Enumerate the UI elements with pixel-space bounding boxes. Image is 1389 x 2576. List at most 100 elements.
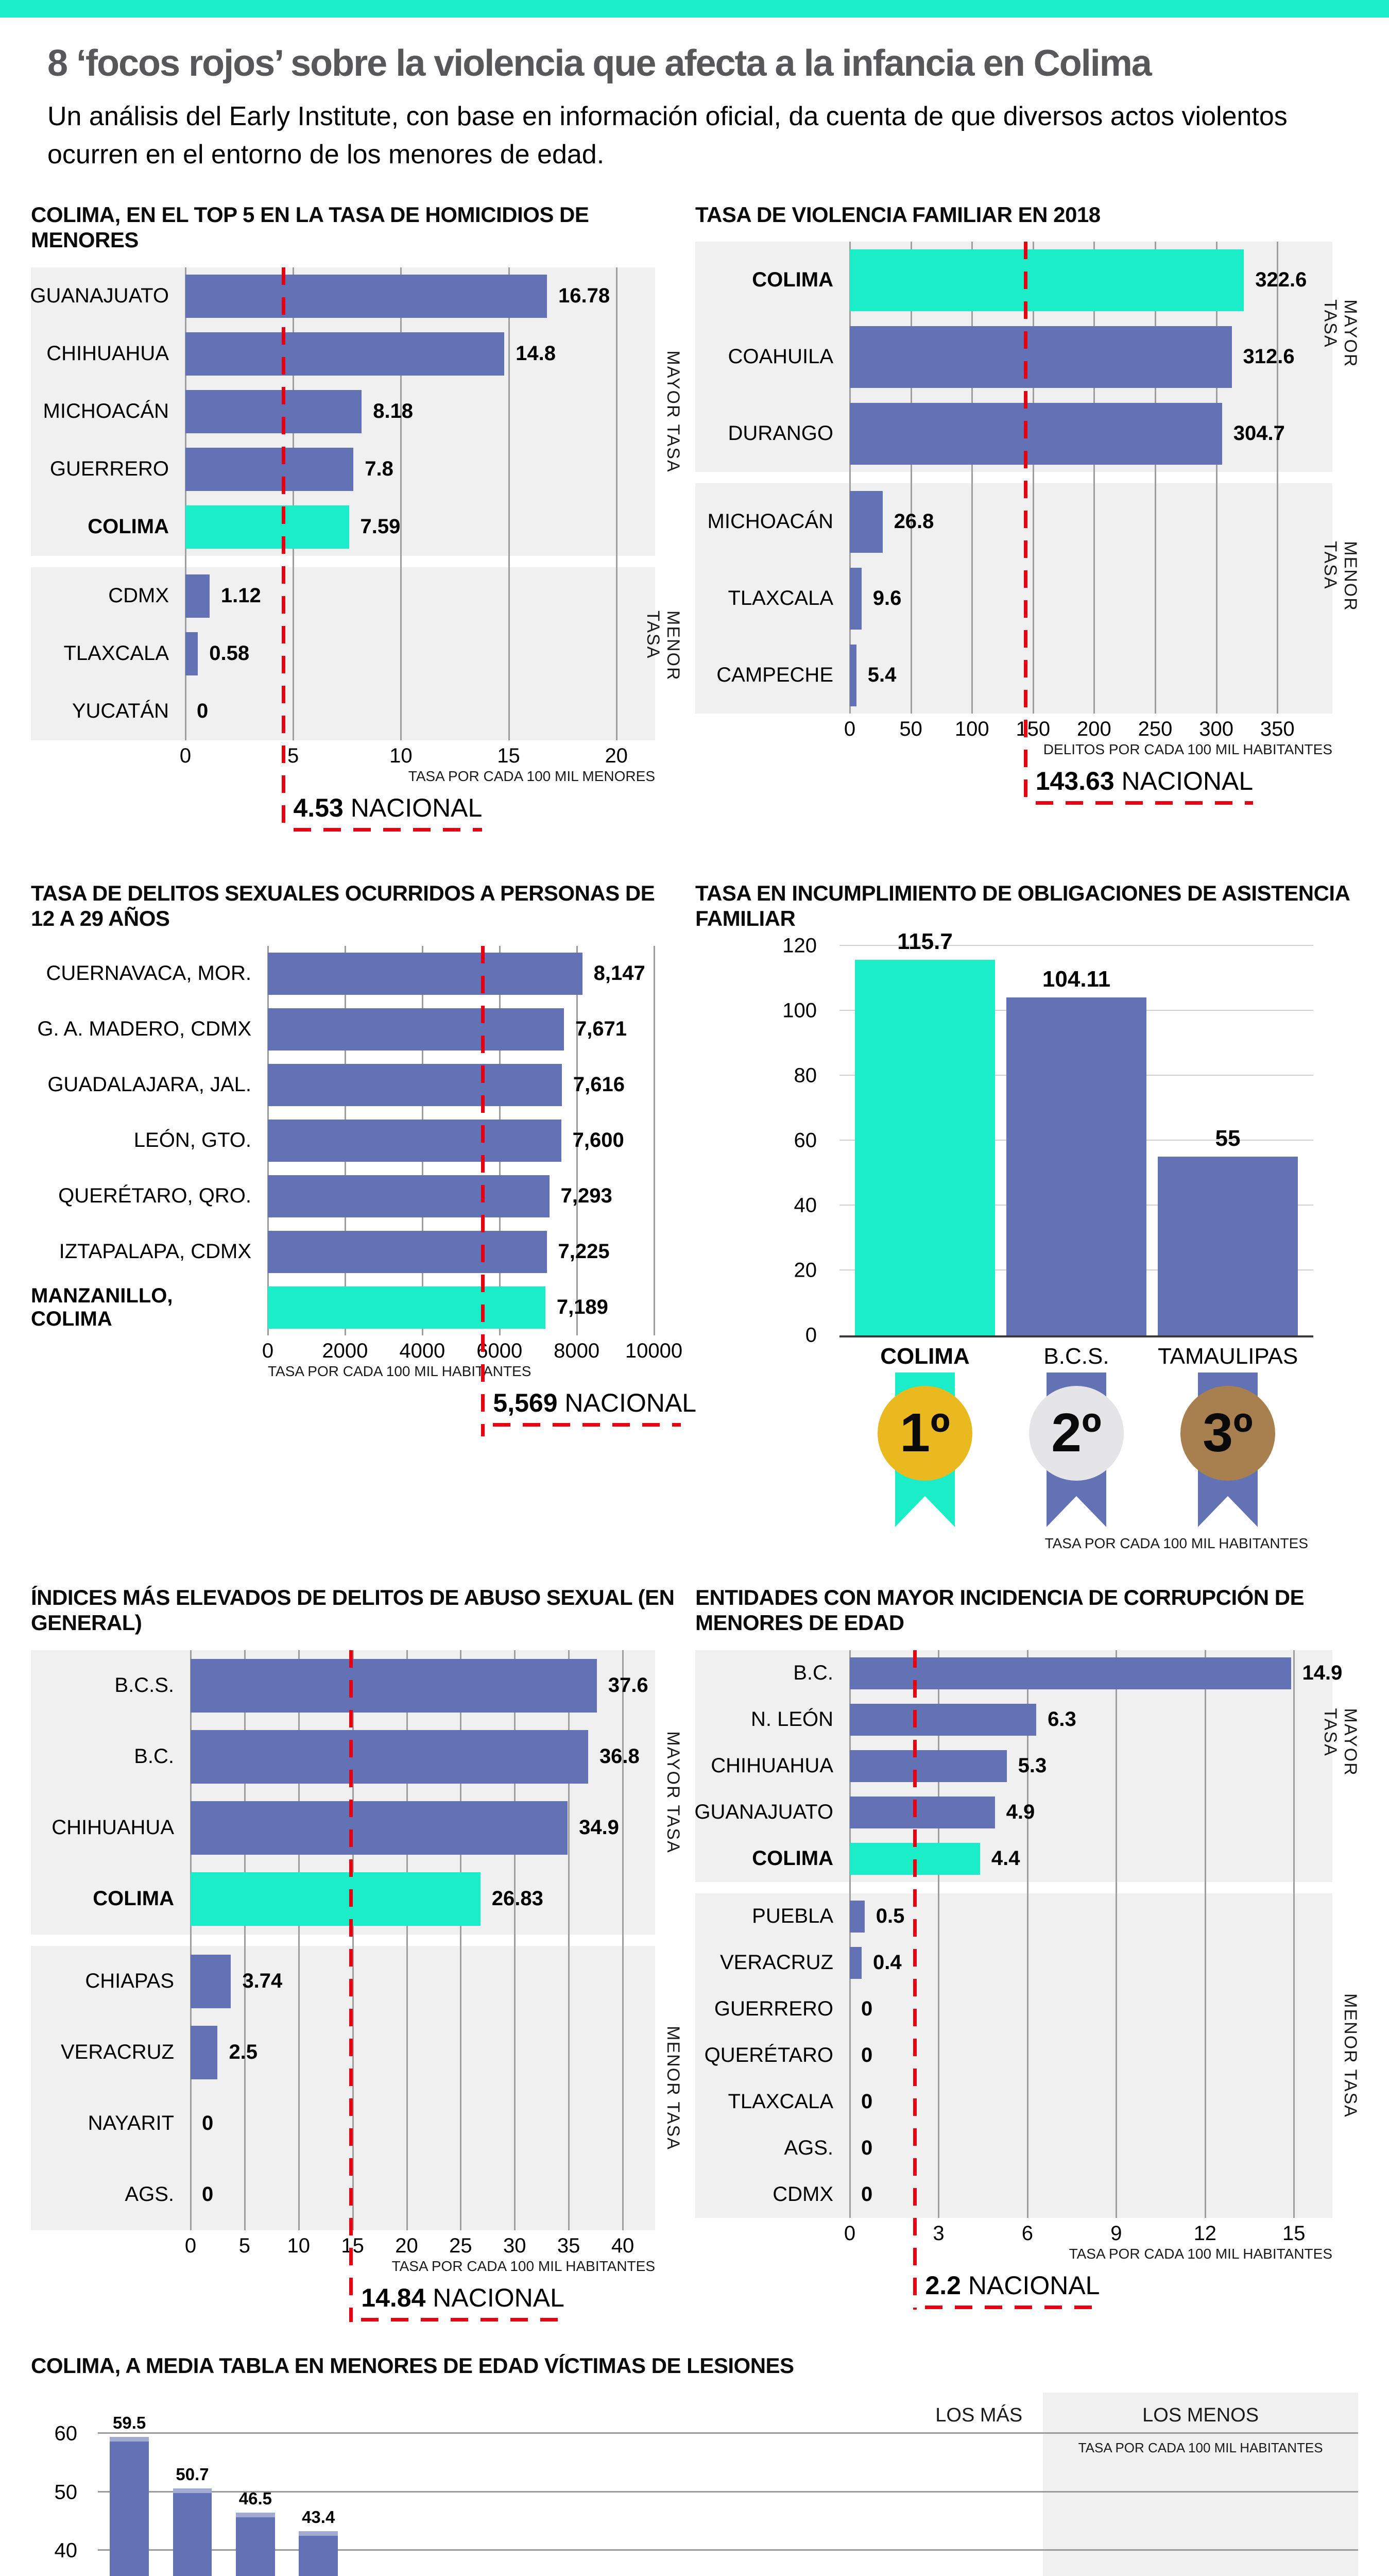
bar <box>191 1730 588 1784</box>
medal-circle: 1º <box>878 1385 972 1481</box>
medal-circle: 2º <box>1029 1385 1124 1481</box>
value-label: 0 <box>861 2183 873 2206</box>
category-label: TLAXCALA <box>63 642 169 665</box>
bar-highlight <box>191 1872 481 1926</box>
national-dash <box>925 2305 1100 2309</box>
bar <box>268 952 582 995</box>
axis-caption: TASA POR CADA 100 MIL MENORES <box>408 768 655 784</box>
tick-label: 20 <box>605 744 628 767</box>
bar <box>1006 997 1146 1335</box>
category-label: COLIMA <box>752 268 833 292</box>
value-label: 0.5 <box>876 1905 905 1928</box>
chart-asistencia-familiar: TASA EN INCUMPLIMIENTO DE OBLIGACIONES D… <box>695 880 1358 1552</box>
national-label: 5,569 NACIONAL <box>483 1388 696 1427</box>
bar-highlight <box>268 1286 545 1329</box>
tick-label: 60 <box>794 1129 817 1152</box>
bar <box>185 632 198 675</box>
bar <box>185 447 354 491</box>
medal-3º: 3º <box>1158 1372 1298 1527</box>
tick-label: 6000 <box>476 1339 523 1362</box>
value-label: 7,600 <box>572 1129 624 1152</box>
tick-label: 100 <box>782 999 817 1022</box>
bar-highlight <box>850 1842 980 1875</box>
bar <box>268 1230 547 1273</box>
bar-highlight <box>185 505 349 549</box>
bar <box>268 1175 550 1217</box>
category-label: TAMAULIPAS <box>1158 1343 1298 1369</box>
bar <box>185 389 362 433</box>
category-label: QUERÉTARO, QRO. <box>58 1184 251 1208</box>
value-label: 7.59 <box>360 515 401 538</box>
tick-label: 120 <box>782 934 817 957</box>
category-label: MICHOACÁN <box>707 510 833 533</box>
chart-abuso-sexual: ÍNDICES MÁS ELEVADOS DE DELITOS DE ABUSO… <box>31 1585 683 2340</box>
category-label: G. A. MADERO, CDMX <box>37 1018 251 1041</box>
tick-label: 35 <box>557 2234 580 2257</box>
page-subtitle: Un análisis del Early Institute, con bas… <box>47 101 1288 170</box>
category-label: GUANAJUATO <box>694 1801 833 1824</box>
category-label: GUERRERO <box>49 457 169 481</box>
category-label: AGS. <box>125 2183 174 2206</box>
value-label: 0 <box>202 2183 214 2206</box>
national-dash <box>1035 801 1254 805</box>
tick-label: 300 <box>1199 718 1234 741</box>
bar <box>268 1008 564 1050</box>
value-label: 4.9 <box>1006 1801 1035 1824</box>
side-label: MENOR TASA <box>1321 540 1360 612</box>
national-label: 4.53 NACIONAL <box>283 793 483 832</box>
category-label: B.C.S. <box>114 1674 174 1697</box>
bar <box>850 1900 865 1933</box>
value-label: 26.8 <box>894 510 934 533</box>
national-label: 143.63 NACIONAL <box>1025 766 1254 805</box>
category-label: IZTAPALAPA, CDMX <box>59 1240 251 1263</box>
value-label: 8.18 <box>373 400 414 423</box>
los-mas-label: LOS MÁS <box>935 2404 1023 2427</box>
value-label: 0 <box>861 2044 873 2067</box>
tick-label: 6 <box>1021 2222 1034 2245</box>
chart-corrupcion-menores: ENTIDADES CON MAYOR INCIDENCIA DE CORRUP… <box>694 1585 1360 2327</box>
gridline <box>839 944 1313 946</box>
category-label: CHIHUAHUA <box>52 1816 174 1839</box>
tick-label: 15 <box>341 2234 364 2257</box>
tick-label: 50 <box>54 2481 78 2504</box>
side-label: MENOR TASA <box>1341 1993 1360 2118</box>
tick-label: 50 <box>899 718 922 741</box>
tick-label: 80 <box>794 1064 817 1087</box>
bar <box>850 1946 862 1979</box>
category-label: GUADALAJARA, JAL. <box>47 1073 251 1096</box>
tick-label: 12 <box>1193 2222 1217 2245</box>
category-label: COLIMA <box>752 1847 833 1870</box>
value-label: 7.8 <box>365 457 393 481</box>
category-label: VERACRUZ <box>719 1951 833 1974</box>
category-label: CDMX <box>773 2183 833 2206</box>
tick-label: 4000 <box>399 1339 445 1362</box>
tick-label: 0 <box>262 1339 274 1362</box>
bar <box>850 1796 995 1828</box>
value-label: 36.8 <box>599 1745 640 1768</box>
category-label: B.C. <box>793 1662 833 1685</box>
value-label: 9.6 <box>872 587 902 610</box>
medal-circle: 3º <box>1180 1385 1275 1481</box>
category-label: GUERRERO <box>714 1997 833 2021</box>
category-label: CHIHUAHUA <box>711 1754 833 1777</box>
chart-title: TASA DE VIOLENCIA FAMILIAR EN 2018 <box>695 202 1101 227</box>
medal-1º: 1º <box>855 1372 995 1527</box>
tick-label: 60 <box>54 2422 78 2445</box>
value-label: 7,293 <box>560 1184 612 1208</box>
category-label: B.C. <box>134 1745 174 1768</box>
bar <box>850 644 856 706</box>
value-label: 5.4 <box>867 664 897 687</box>
value-label: 3.74 <box>242 1970 283 1993</box>
category-label: VERACRUZ <box>60 2041 174 2064</box>
axis-caption: TASA POR CADA 100 MIL HABITANTES <box>1044 1535 1308 1551</box>
value-label: 1.12 <box>220 584 261 607</box>
side-label: MAYOR TASA <box>663 1731 683 1854</box>
category-label: MICHOACÁN <box>43 400 169 423</box>
category-label: CAMPECHE <box>716 664 833 687</box>
value-label: 322.6 <box>1255 268 1307 292</box>
category-label: TLAXCALA <box>728 2090 833 2113</box>
gridline <box>98 2549 1358 2551</box>
tick-label: 15 <box>1282 2222 1306 2245</box>
value-label: 0.58 <box>209 642 250 665</box>
tick-label: 2000 <box>322 1339 368 1362</box>
